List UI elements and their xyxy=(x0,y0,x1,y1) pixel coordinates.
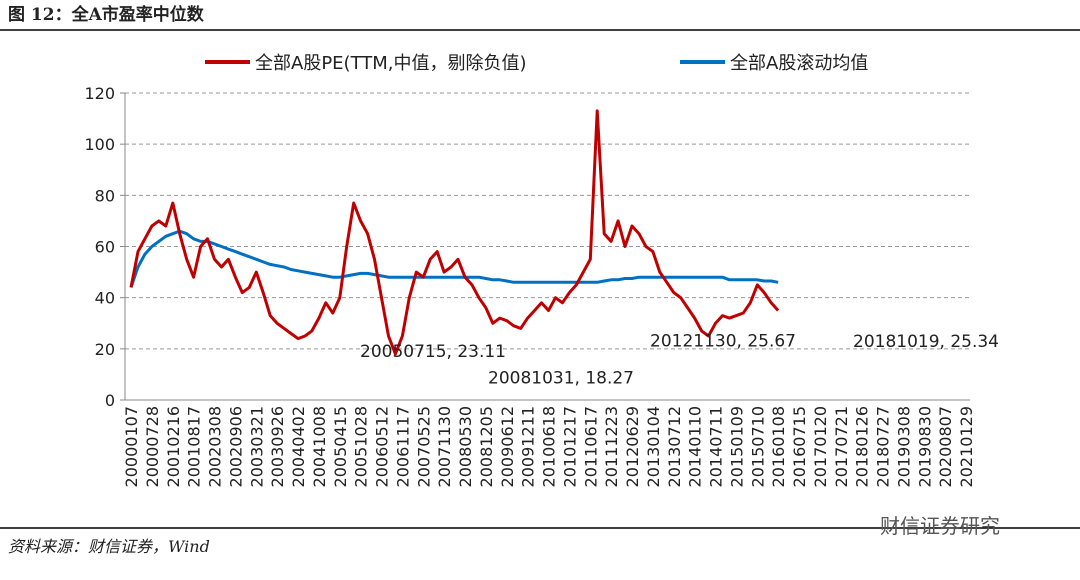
x-tick-label: 20010216 xyxy=(164,406,183,487)
x-tick-label: 20160715 xyxy=(790,406,809,487)
x-tick-label: 20180727 xyxy=(874,406,893,487)
x-tick-label: 20020906 xyxy=(226,406,245,487)
title: 图 12：全A市盈率中位数 xyxy=(8,4,205,25)
x-tick-label: 20190308 xyxy=(894,406,913,487)
legend-label: 全部A股滚动均值 xyxy=(730,53,868,74)
x-tick-label: 20081205 xyxy=(477,406,496,487)
x-tick-label: 20050415 xyxy=(331,406,350,487)
x-tick-label: 20130104 xyxy=(644,406,663,487)
x-tick-label: 20060512 xyxy=(373,406,392,487)
x-tick-label: 20120629 xyxy=(623,406,642,487)
x-tick-label: 20071130 xyxy=(435,406,454,487)
y-tick-label: 80 xyxy=(95,186,115,205)
x-tick-label: 20100618 xyxy=(540,406,559,487)
annotation: 20121130, 25.67 xyxy=(650,331,796,351)
y-tick-label: 40 xyxy=(95,289,115,308)
annotation: 20081031, 18.27 xyxy=(488,368,634,388)
y-tick-label: 20 xyxy=(95,340,115,359)
x-tick-label: 20140110 xyxy=(686,406,705,487)
x-tick-label: 20000728 xyxy=(143,406,162,487)
x-tick-label: 20091211 xyxy=(519,406,538,487)
y-tick-label: 120 xyxy=(84,84,115,103)
x-tick-label: 20170120 xyxy=(811,406,830,487)
x-tick-label: 20140711 xyxy=(707,406,726,487)
y-tick-label: 0 xyxy=(105,391,115,410)
x-tick-label: 20070525 xyxy=(414,406,433,487)
x-tick-label: 20000107 xyxy=(122,406,141,487)
x-tick-label: 20180126 xyxy=(853,406,872,487)
x-tick-label: 20041008 xyxy=(310,406,329,487)
x-tick-label: 20101217 xyxy=(560,406,579,487)
annotation: 20050715, 23.11 xyxy=(360,342,506,362)
x-tick-label: 20130712 xyxy=(665,406,684,487)
source: 资料来源：财信证券，Wind xyxy=(8,537,210,556)
x-tick-label: 20020308 xyxy=(206,406,225,487)
y-tick-label: 100 xyxy=(84,135,115,154)
series-line xyxy=(129,229,779,288)
y-tick-label: 60 xyxy=(95,238,115,257)
x-tick-label: 20160108 xyxy=(769,406,788,487)
x-tick-label: 20080530 xyxy=(456,406,475,487)
x-tick-label: 20090612 xyxy=(498,406,517,487)
x-tick-label: 20170721 xyxy=(832,406,851,487)
x-tick-label: 20150710 xyxy=(748,406,767,487)
x-tick-label: 20110617 xyxy=(581,406,600,487)
x-tick-label: 20040402 xyxy=(289,406,308,487)
legend-label: 全部A股PE(TTM,中值，剔除负值) xyxy=(255,53,527,74)
annotation: 20181019, 25.34 xyxy=(853,332,999,352)
x-tick-label: 20010817 xyxy=(185,406,204,487)
x-tick-label: 20030926 xyxy=(268,406,287,487)
x-tick-label: 20061117 xyxy=(393,406,412,487)
x-tick-label: 20030321 xyxy=(247,406,266,487)
watermark: 财信证券研究 xyxy=(880,514,1000,538)
series-line xyxy=(129,109,780,356)
x-tick-label: 20210129 xyxy=(957,406,976,487)
x-tick-label: 20190830 xyxy=(915,406,934,487)
x-tick-label: 20111223 xyxy=(602,406,621,487)
x-tick-label: 20051028 xyxy=(352,406,371,487)
x-tick-label: 20200807 xyxy=(936,406,955,487)
x-tick-label: 20150109 xyxy=(727,406,746,487)
